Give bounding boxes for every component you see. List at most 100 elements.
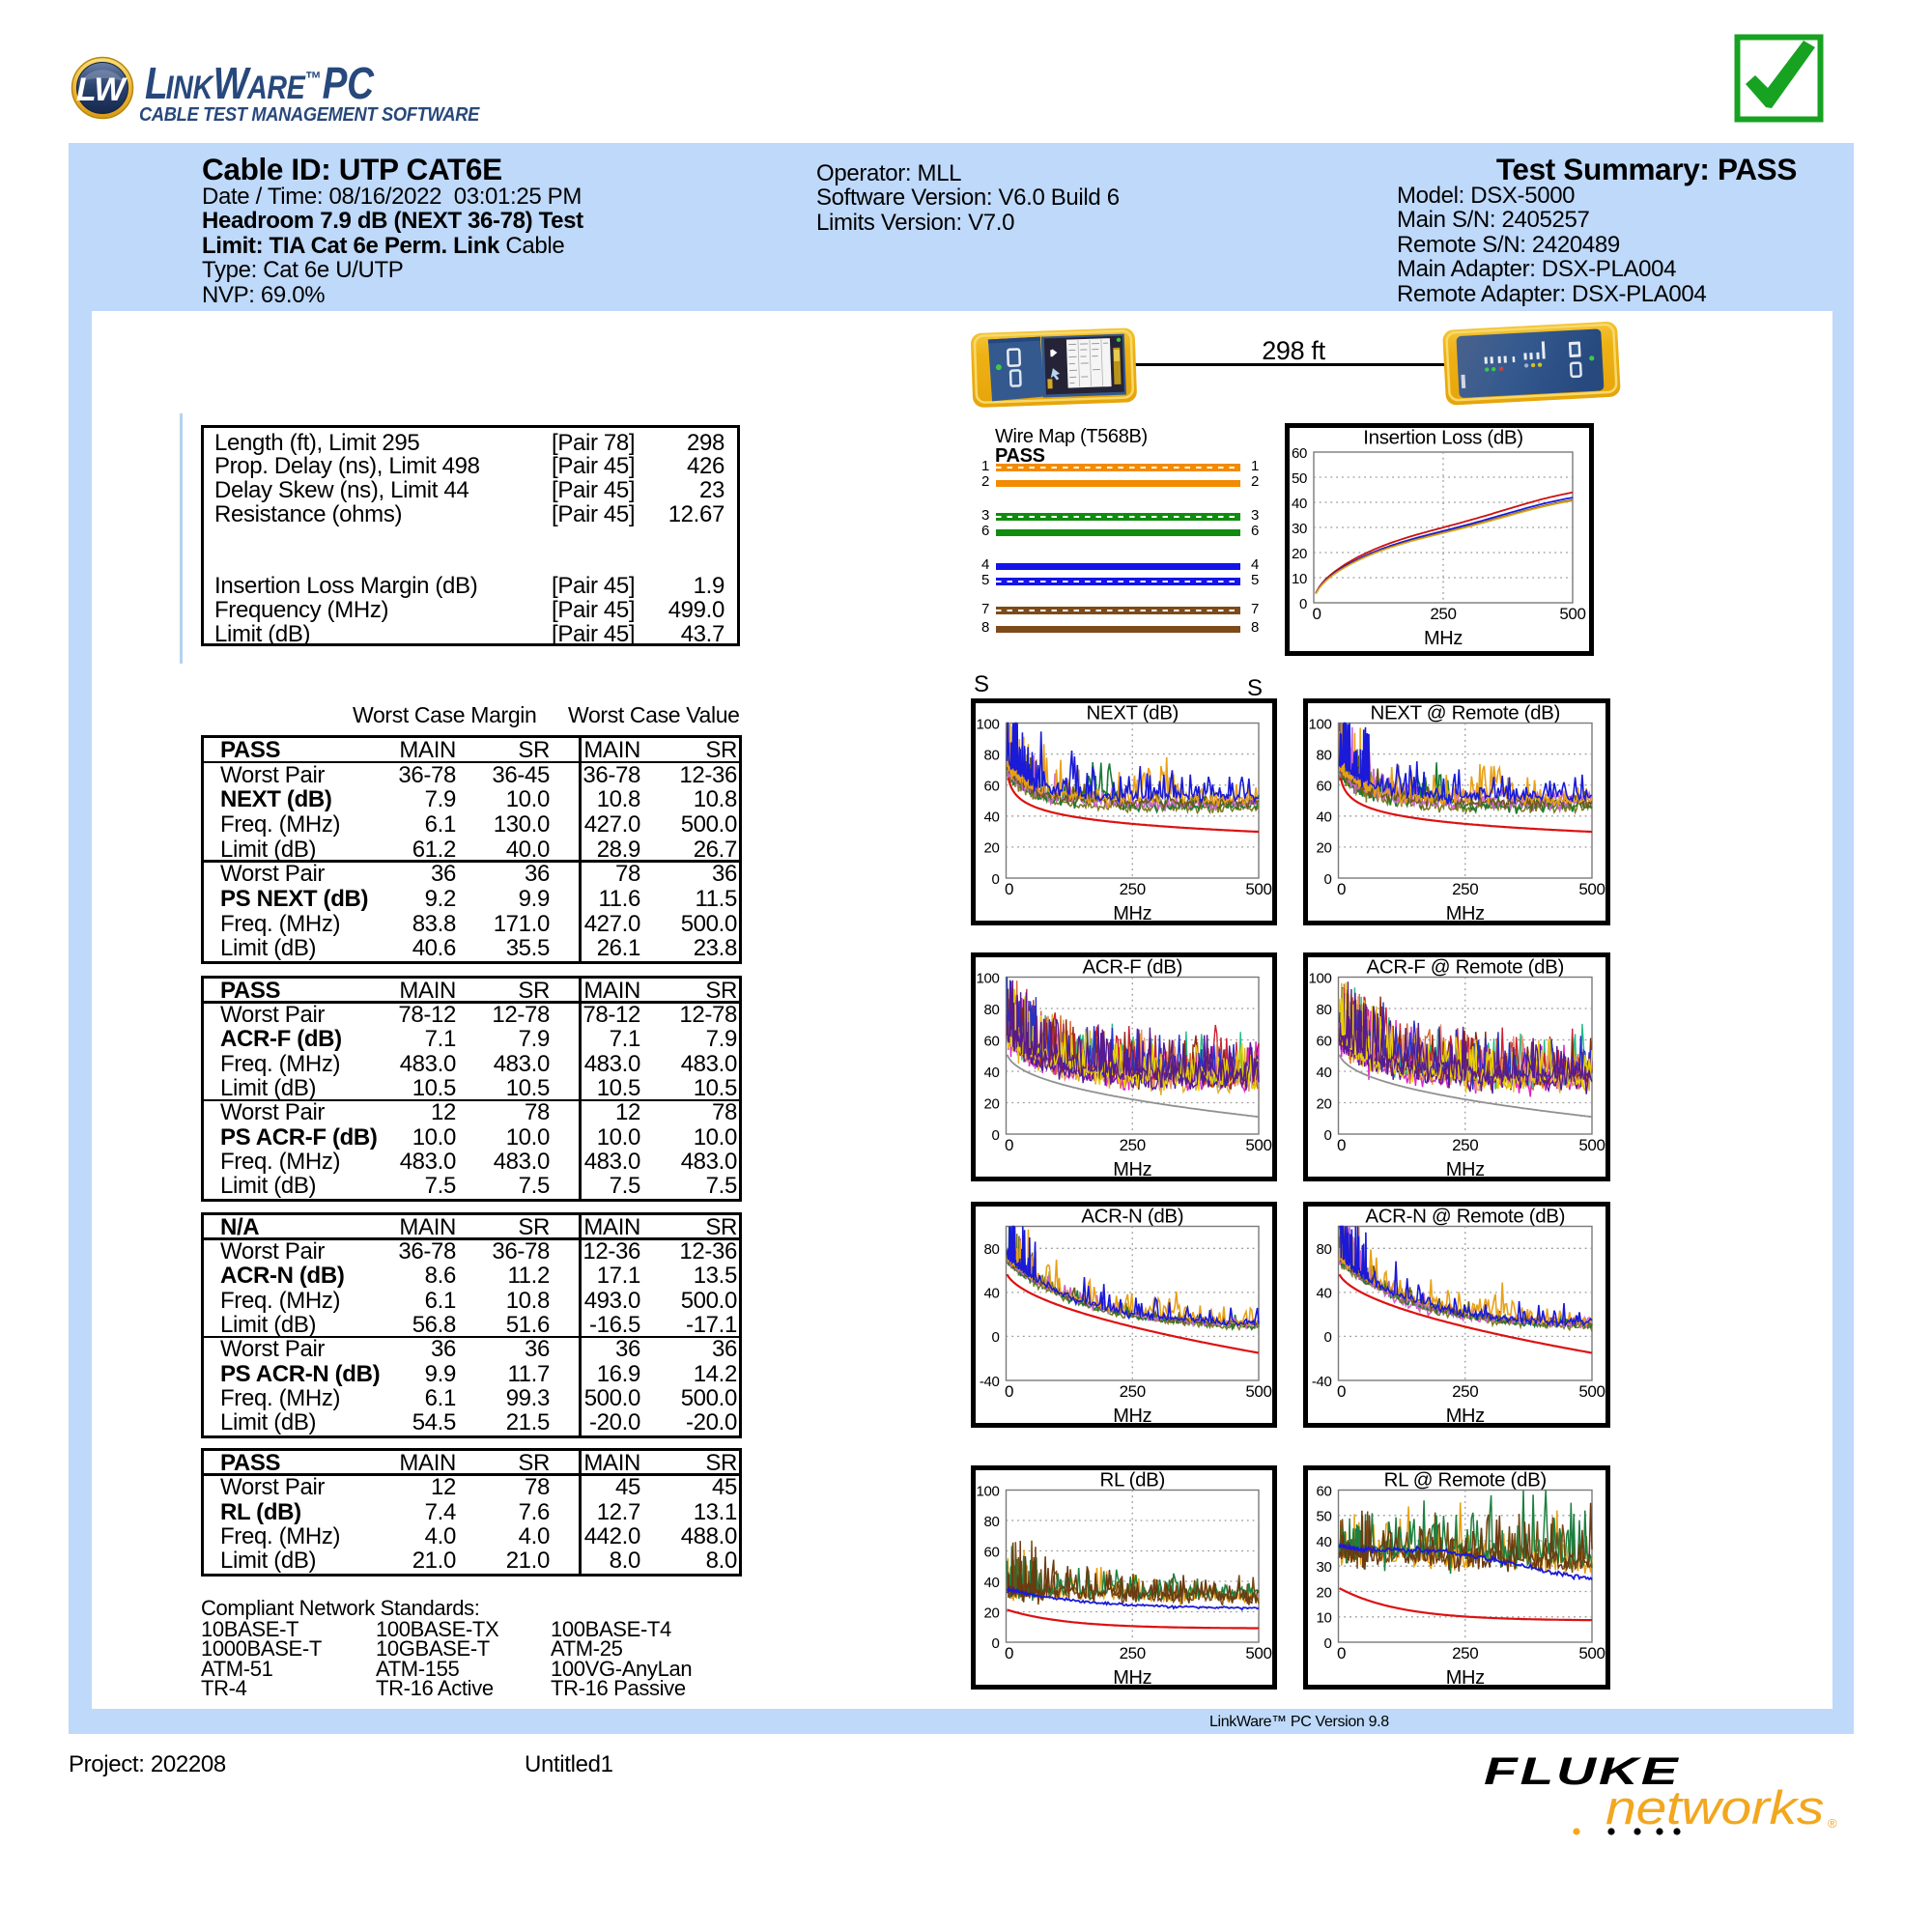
svg-text:80: 80 xyxy=(984,1514,1000,1530)
svg-text:40: 40 xyxy=(984,810,1000,826)
svg-text:ACR-F @ Remote (dB): ACR-F @ Remote (dB) xyxy=(1367,956,1564,979)
svg-text:250: 250 xyxy=(1452,1382,1478,1401)
svg-text:0: 0 xyxy=(1324,871,1332,888)
svg-text:250: 250 xyxy=(1120,1644,1146,1662)
svg-text:250: 250 xyxy=(1430,605,1456,623)
svg-text:60: 60 xyxy=(1317,1033,1332,1049)
svg-text:MHz: MHz xyxy=(1446,903,1485,924)
svg-text:250: 250 xyxy=(1120,880,1146,898)
svg-text:40: 40 xyxy=(1317,1065,1332,1081)
svg-text:30: 30 xyxy=(1317,1559,1332,1576)
svg-text:500: 500 xyxy=(1245,880,1271,898)
svg-text:RL (dB): RL (dB) xyxy=(1100,1469,1165,1492)
svg-text:0: 0 xyxy=(992,1329,1000,1346)
svg-text:20: 20 xyxy=(1317,1584,1332,1601)
svg-text:0: 0 xyxy=(1324,1329,1332,1346)
svg-text:0: 0 xyxy=(1299,596,1307,612)
svg-text:20: 20 xyxy=(984,1605,1000,1621)
svg-text:40: 40 xyxy=(984,1065,1000,1081)
svg-text:500: 500 xyxy=(1578,1136,1605,1154)
svg-text:40: 40 xyxy=(1292,496,1307,512)
svg-text:MHz: MHz xyxy=(1113,903,1151,924)
svg-text:500: 500 xyxy=(1559,605,1585,623)
svg-text:20: 20 xyxy=(984,1095,1000,1112)
svg-text:20: 20 xyxy=(1317,840,1332,857)
svg-text:40: 40 xyxy=(1317,1286,1332,1302)
svg-text:60: 60 xyxy=(1292,445,1307,462)
svg-text:40: 40 xyxy=(984,1286,1000,1302)
svg-text:0: 0 xyxy=(1337,1382,1346,1401)
svg-text:80: 80 xyxy=(1317,747,1332,763)
svg-text:0: 0 xyxy=(1337,880,1346,898)
svg-text:250: 250 xyxy=(1120,1382,1146,1401)
svg-text:20: 20 xyxy=(1317,1095,1332,1112)
svg-text:500: 500 xyxy=(1245,1382,1271,1401)
svg-text:NEXT @ Remote (dB): NEXT @ Remote (dB) xyxy=(1371,702,1560,724)
svg-text:100: 100 xyxy=(1309,970,1332,986)
svg-text:-40: -40 xyxy=(980,1374,1000,1390)
svg-text:0: 0 xyxy=(1005,880,1013,898)
svg-text:FLUKE: FLUKE xyxy=(1484,1750,1680,1793)
svg-text:LW: LW xyxy=(76,71,128,108)
svg-text:60: 60 xyxy=(984,779,1000,795)
svg-text:LINKWARE™PC: LINKWARE™PC xyxy=(145,59,375,108)
svg-text:80: 80 xyxy=(1317,1241,1332,1258)
svg-text:250: 250 xyxy=(1120,1136,1146,1154)
svg-text:0: 0 xyxy=(992,1635,1000,1652)
svg-text:500: 500 xyxy=(1578,1644,1605,1662)
svg-text:MHz: MHz xyxy=(1113,1159,1151,1180)
svg-text:80: 80 xyxy=(984,747,1000,763)
svg-text:100: 100 xyxy=(977,1483,1000,1499)
svg-text:60: 60 xyxy=(1317,1483,1332,1499)
svg-text:250: 250 xyxy=(1452,880,1478,898)
svg-text:®: ® xyxy=(1828,1816,1837,1831)
svg-text:40: 40 xyxy=(1317,1534,1332,1550)
svg-text:Insertion Loss (dB): Insertion Loss (dB) xyxy=(1363,427,1522,449)
svg-text:100: 100 xyxy=(1309,716,1332,732)
svg-text:MHz: MHz xyxy=(1446,1159,1485,1180)
svg-text:MHz: MHz xyxy=(1113,1667,1151,1689)
svg-text:10: 10 xyxy=(1317,1610,1332,1627)
svg-text:80: 80 xyxy=(984,1002,1000,1018)
svg-text:-40: -40 xyxy=(1312,1374,1332,1390)
svg-text:250: 250 xyxy=(1452,1136,1478,1154)
svg-text:60: 60 xyxy=(984,1033,1000,1049)
svg-text:0: 0 xyxy=(1005,1136,1013,1154)
svg-text:20: 20 xyxy=(1292,546,1307,562)
svg-text:MHz: MHz xyxy=(1446,1667,1485,1689)
svg-text:0: 0 xyxy=(1337,1136,1346,1154)
svg-text:0: 0 xyxy=(1324,1127,1332,1144)
svg-text:ACR-N @ Remote (dB): ACR-N @ Remote (dB) xyxy=(1365,1206,1565,1228)
svg-text:networks: networks xyxy=(1605,1782,1824,1834)
svg-text:CABLE TEST MANAGEMENT SOFTWARE: CABLE TEST MANAGEMENT SOFTWARE xyxy=(139,103,480,126)
svg-text:50: 50 xyxy=(1292,470,1307,487)
svg-text:MHz: MHz xyxy=(1424,628,1463,649)
svg-text:60: 60 xyxy=(1317,779,1332,795)
svg-text:100: 100 xyxy=(977,970,1000,986)
svg-text:250: 250 xyxy=(1452,1644,1478,1662)
svg-text:100: 100 xyxy=(977,716,1000,732)
svg-text:500: 500 xyxy=(1578,880,1605,898)
svg-text:0: 0 xyxy=(1005,1644,1013,1662)
svg-text:80: 80 xyxy=(984,1241,1000,1258)
svg-text:20: 20 xyxy=(984,840,1000,857)
svg-text:NEXT (dB): NEXT (dB) xyxy=(1086,702,1179,724)
svg-text:50: 50 xyxy=(1317,1509,1332,1525)
svg-text:0: 0 xyxy=(992,871,1000,888)
svg-text:RL @ Remote (dB): RL @ Remote (dB) xyxy=(1384,1469,1547,1492)
svg-text:80: 80 xyxy=(1317,1002,1332,1018)
svg-text:500: 500 xyxy=(1245,1136,1271,1154)
svg-text:0: 0 xyxy=(1337,1644,1346,1662)
svg-text:10: 10 xyxy=(1292,571,1307,587)
svg-text:40: 40 xyxy=(1317,810,1332,826)
svg-text:30: 30 xyxy=(1292,521,1307,537)
svg-text:500: 500 xyxy=(1578,1382,1605,1401)
svg-text:40: 40 xyxy=(984,1575,1000,1591)
svg-text:500: 500 xyxy=(1245,1644,1271,1662)
svg-text:0: 0 xyxy=(992,1127,1000,1144)
svg-text:ACR-N (dB): ACR-N (dB) xyxy=(1081,1206,1183,1228)
svg-text:MHz: MHz xyxy=(1113,1406,1151,1427)
svg-text:0: 0 xyxy=(1005,1382,1013,1401)
svg-text:MHz: MHz xyxy=(1446,1406,1485,1427)
svg-text:0: 0 xyxy=(1324,1635,1332,1652)
